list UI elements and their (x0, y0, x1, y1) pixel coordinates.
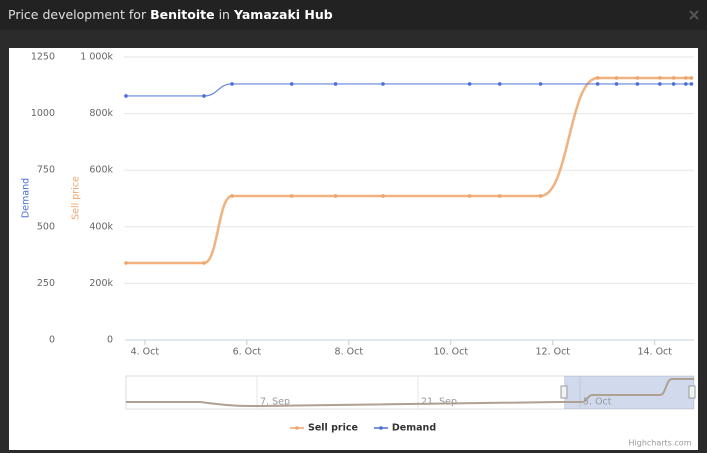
modal-header: Price development for Benitoite in Yamaz… (0, 0, 707, 30)
x-tick-label: 8. Oct (335, 347, 364, 358)
y2-tick-label: 1 000k (80, 52, 113, 63)
data-point (333, 82, 338, 86)
y2-tick-label: 400k (89, 221, 113, 232)
series-line (126, 76, 692, 265)
data-point (635, 82, 640, 86)
data-point (467, 82, 472, 86)
navigator-handle[interactable] (560, 385, 568, 399)
commodity: Benitoite (150, 7, 215, 22)
data-point (538, 82, 543, 86)
data-point (497, 82, 502, 86)
y-axis-title: Demand (21, 178, 32, 218)
data-point (689, 82, 694, 86)
legend-marker (295, 426, 299, 430)
y-tick-label: 250 (37, 278, 55, 289)
data-point (230, 194, 234, 198)
data-point (381, 194, 385, 198)
x-tick-label: 6. Oct (233, 347, 262, 358)
legend-marker (379, 426, 383, 430)
data-point (684, 82, 688, 86)
series-line (126, 83, 692, 97)
data-point (333, 194, 338, 198)
navigator-label: 21. Sep (421, 397, 457, 408)
data-point (124, 261, 128, 265)
modal-title: Price development for Benitoite in Yamaz… (8, 0, 333, 30)
data-point (381, 82, 385, 86)
data-point (497, 194, 502, 198)
data-point (595, 82, 600, 86)
data-point (658, 82, 662, 86)
x-tick-label: 14. Oct (637, 347, 672, 358)
data-point (614, 82, 619, 86)
y2-axis-title: Sell price (71, 176, 82, 220)
data-point (684, 76, 688, 80)
data-point (614, 76, 619, 80)
navigator-selection[interactable] (564, 376, 694, 409)
legend-label: Demand (392, 423, 436, 434)
x-tick-label: 4. Oct (131, 347, 160, 358)
title-prefix: Price development for (8, 7, 147, 22)
y-tick-label: 1000 (31, 108, 55, 119)
x-tick-label: 10. Oct (434, 347, 469, 358)
navigator-series (126, 378, 694, 408)
data-point (595, 76, 600, 80)
data-point (671, 76, 676, 80)
legend-label: Sell price (308, 423, 358, 434)
y2-tick-label: 800k (89, 108, 113, 119)
data-point (538, 194, 543, 198)
navigator (125, 375, 696, 410)
y-tick-label: 500 (37, 221, 55, 232)
y2-tick-label: 0 (107, 335, 113, 346)
data-point (124, 94, 128, 98)
station: Yamazaki Hub (233, 7, 333, 22)
data-point (635, 76, 640, 80)
navigator-handle[interactable] (688, 385, 696, 399)
close-button[interactable] (688, 9, 700, 21)
data-point (202, 261, 206, 265)
data-point (658, 76, 662, 80)
data-point (289, 194, 294, 198)
y-tick-label: 750 (37, 165, 55, 176)
x-tick-label: 12. Oct (535, 347, 570, 358)
data-point (467, 194, 472, 198)
title-connector: in (218, 7, 230, 22)
data-point (230, 82, 234, 86)
y2-tick-label: 600k (89, 165, 113, 176)
y2-tick-label: 200k (89, 278, 113, 289)
credit: Highcharts.com (629, 439, 692, 448)
data-point (689, 76, 694, 80)
navigator-label: 7. Sep (260, 397, 290, 408)
data-point (202, 94, 206, 98)
navigator-label: 5. Oct (583, 397, 612, 408)
data-point (289, 82, 294, 86)
y-tick-label: 1250 (31, 52, 55, 63)
y-tick-label: 0 (49, 335, 55, 346)
data-point (671, 82, 676, 86)
